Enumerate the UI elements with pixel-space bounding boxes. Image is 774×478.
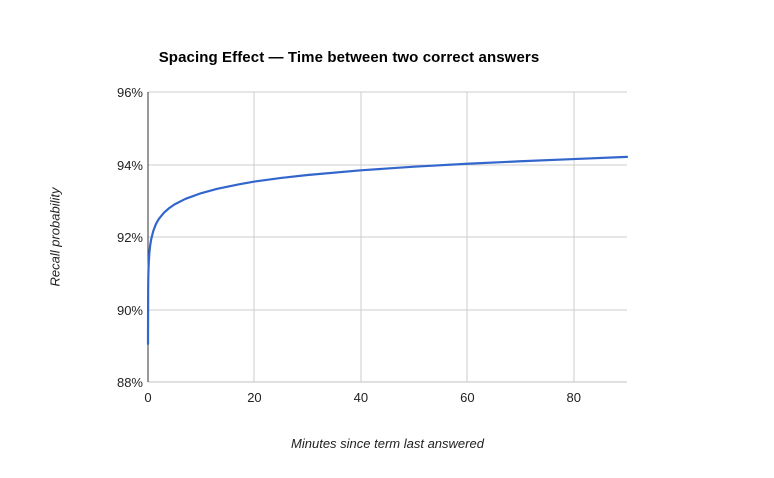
y-axis-title: Recall probability bbox=[47, 187, 63, 287]
y-tick-label: 96% bbox=[116, 85, 143, 100]
x-tick-label: 40 bbox=[353, 390, 369, 405]
y-tick-label: 88% bbox=[116, 375, 143, 390]
series-line bbox=[146, 155, 629, 346]
x-tick-label: 0 bbox=[144, 390, 152, 405]
chart-title: Spacing Effect — Time between two correc… bbox=[158, 49, 540, 66]
y-tick-label: 94% bbox=[116, 157, 143, 173]
plot-area bbox=[146, 91, 629, 383]
line-chart-svg bbox=[146, 91, 629, 383]
x-tick-label: 20 bbox=[247, 390, 262, 405]
x-axis-title: Minutes since term last answered bbox=[291, 436, 484, 451]
y-tick-label: 90% bbox=[116, 302, 143, 318]
x-tick-label: 60 bbox=[460, 390, 475, 405]
x-tick-label: 80 bbox=[566, 390, 581, 405]
y-tick-label: 92% bbox=[116, 230, 143, 245]
